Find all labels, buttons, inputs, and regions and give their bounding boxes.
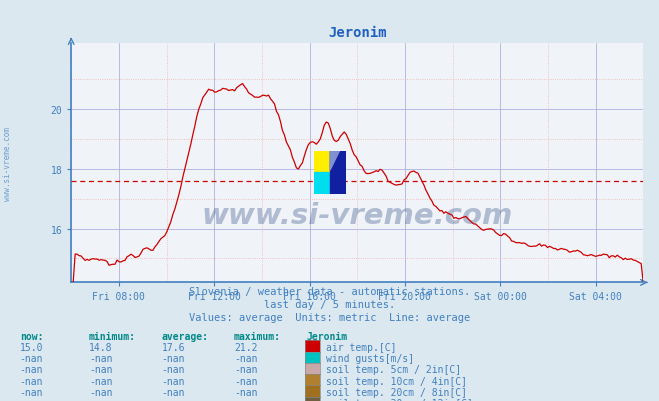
Text: Jeronim: Jeronim: [306, 331, 347, 341]
Text: soil temp. 10cm / 4in[C]: soil temp. 10cm / 4in[C]: [326, 376, 467, 386]
Text: 21.2: 21.2: [234, 342, 258, 352]
Text: air temp.[C]: air temp.[C]: [326, 342, 397, 352]
Text: -nan: -nan: [89, 353, 113, 363]
Text: soil temp. 5cm / 2in[C]: soil temp. 5cm / 2in[C]: [326, 365, 461, 375]
Text: soil temp. 20cm / 8in[C]: soil temp. 20cm / 8in[C]: [326, 387, 467, 397]
Bar: [314, 173, 330, 194]
Polygon shape: [330, 152, 339, 171]
Bar: [314, 152, 330, 173]
Text: -nan: -nan: [234, 376, 258, 386]
Text: -nan: -nan: [234, 387, 258, 397]
Text: now:: now:: [20, 331, 43, 341]
Text: -nan: -nan: [234, 398, 258, 401]
Text: -nan: -nan: [89, 398, 113, 401]
Text: -nan: -nan: [89, 376, 113, 386]
Text: soil temp. 30cm / 12in[C]: soil temp. 30cm / 12in[C]: [326, 398, 473, 401]
Text: 14.8: 14.8: [89, 342, 113, 352]
Text: -nan: -nan: [161, 387, 185, 397]
Text: -nan: -nan: [20, 376, 43, 386]
Text: -nan: -nan: [234, 353, 258, 363]
Text: -nan: -nan: [89, 365, 113, 375]
Text: -nan: -nan: [161, 365, 185, 375]
Text: wind gusts[m/s]: wind gusts[m/s]: [326, 353, 415, 363]
Text: -nan: -nan: [161, 353, 185, 363]
Text: -nan: -nan: [161, 398, 185, 401]
Text: -nan: -nan: [20, 387, 43, 397]
Text: -nan: -nan: [20, 398, 43, 401]
Text: www.si-vreme.com: www.si-vreme.com: [202, 202, 513, 230]
Text: minimum:: minimum:: [89, 331, 136, 341]
Text: -nan: -nan: [20, 365, 43, 375]
Title: Jeronim: Jeronim: [328, 26, 386, 40]
Text: www.si-vreme.com: www.si-vreme.com: [3, 126, 13, 200]
Text: 15.0: 15.0: [20, 342, 43, 352]
Text: Slovenia / weather data - automatic stations.: Slovenia / weather data - automatic stat…: [189, 287, 470, 297]
Text: -nan: -nan: [89, 387, 113, 397]
Text: Values: average  Units: metric  Line: average: Values: average Units: metric Line: aver…: [189, 312, 470, 322]
Bar: [330, 152, 346, 194]
Text: maximum:: maximum:: [234, 331, 281, 341]
Text: -nan: -nan: [20, 353, 43, 363]
Text: last day / 5 minutes.: last day / 5 minutes.: [264, 300, 395, 310]
Text: average:: average:: [161, 331, 208, 341]
Text: 17.6: 17.6: [161, 342, 185, 352]
Text: -nan: -nan: [234, 365, 258, 375]
Text: -nan: -nan: [161, 376, 185, 386]
